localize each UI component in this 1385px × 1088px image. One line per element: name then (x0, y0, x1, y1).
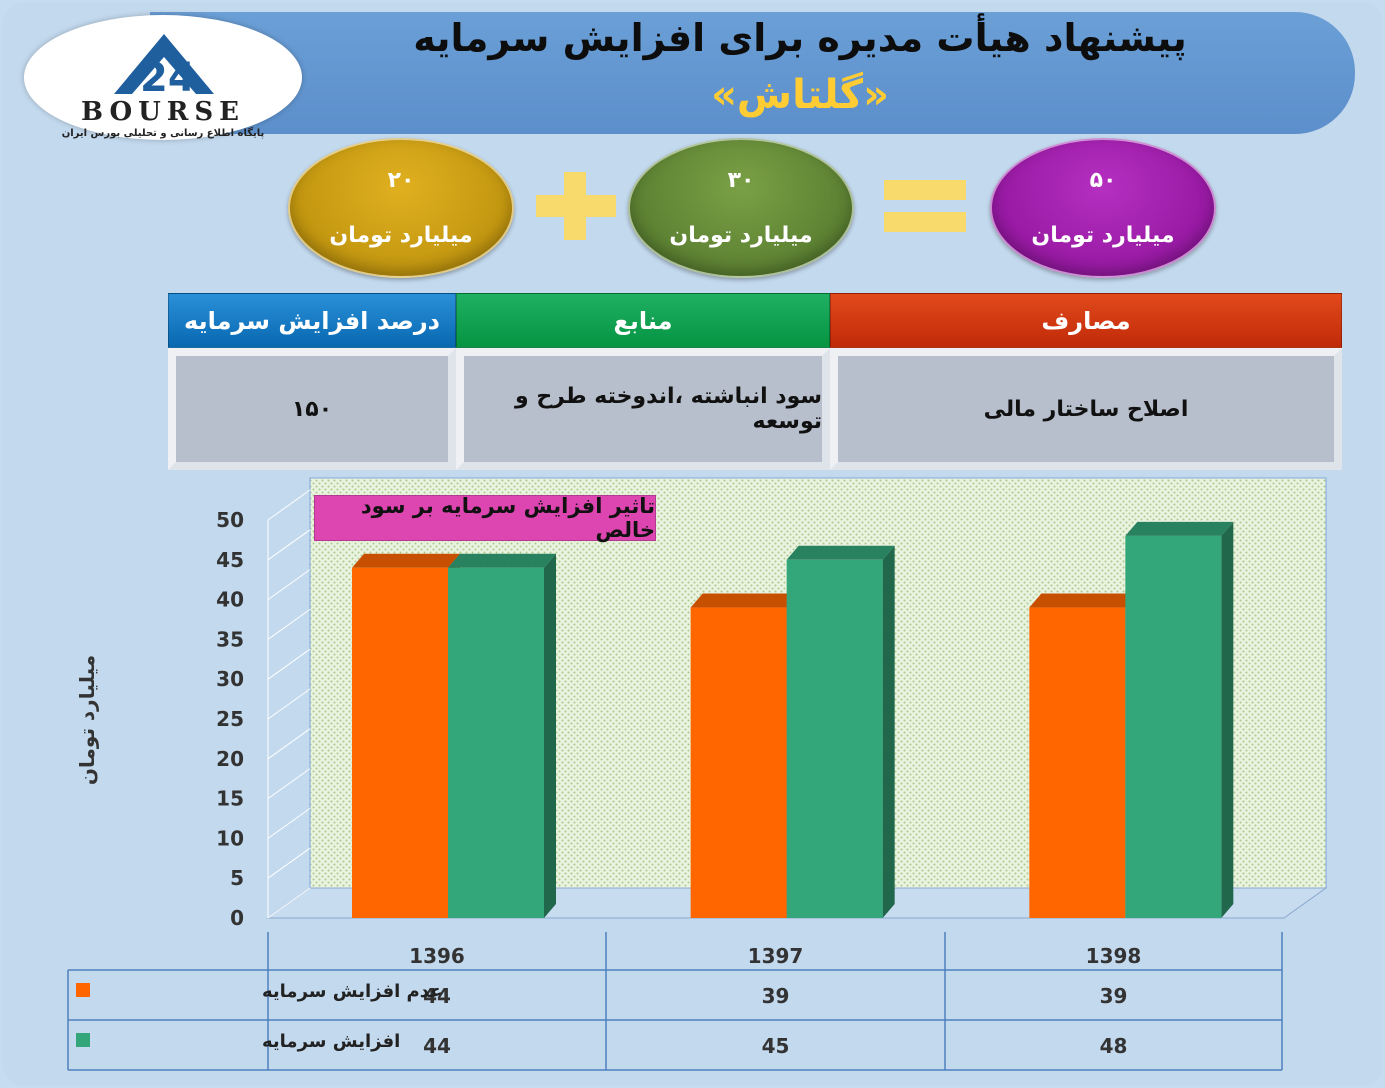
legend-swatch (76, 1033, 90, 1047)
y-tick-label: 50 (216, 508, 244, 532)
y-tick-label: 25 (216, 707, 244, 731)
grid-line (267, 887, 311, 919)
legend-label: افزایش سرمایه (262, 1031, 400, 1052)
company-name: «گلتاش» (711, 72, 889, 118)
bar-top (1029, 593, 1138, 608)
bar-top (690, 593, 799, 608)
y-tick-label: 30 (216, 667, 244, 691)
grid-line (267, 728, 311, 760)
data-label: 44 (423, 984, 451, 1008)
bar (690, 593, 799, 918)
amount-b-value: ۳۰ (727, 168, 755, 193)
grid-line (267, 847, 311, 879)
bar (1125, 521, 1234, 918)
bar-front (352, 567, 448, 918)
plus-icon (536, 172, 616, 240)
bar-front (786, 559, 883, 918)
ellipse-amount-a: ۲۰ میلیارد تومان (288, 138, 514, 278)
bar (352, 553, 460, 918)
bar-top (352, 553, 460, 568)
logo-tagline: پایگاه اطلاع رسانی و تحلیلی بورس ایران (61, 128, 265, 139)
x-category-label: 1398 (1086, 944, 1142, 968)
bar-top (1125, 521, 1234, 536)
bar-front (448, 567, 544, 918)
ellipse-amount-b: ۳۰ میلیارد تومان (628, 138, 854, 278)
data-label: 45 (762, 1034, 790, 1058)
grid-line (267, 489, 311, 521)
amount-total-unit: میلیارد تومان (1031, 223, 1175, 248)
grid-line (267, 648, 311, 680)
cell-percent: ۱۵۰ (168, 348, 456, 470)
data-label: 44 (423, 1034, 451, 1058)
y-axis-label: میلیارد تومان (75, 655, 99, 785)
legend-label: عدم افزایش سرمایه (262, 981, 442, 1002)
bar (1029, 593, 1138, 918)
y-tick-label: 35 (216, 627, 244, 651)
amount-b-unit: میلیارد تومان (669, 223, 813, 248)
bar-front (1029, 607, 1126, 918)
amount-a-unit: میلیارد تومان (329, 223, 473, 248)
bar-front (690, 607, 787, 918)
ellipse-amount-total: ۵۰ میلیارد تومان (990, 138, 1216, 278)
grid-line (267, 569, 311, 601)
bar (448, 553, 556, 918)
grid-line (267, 688, 311, 720)
y-tick-label: 0 (230, 906, 244, 930)
data-label: 39 (1100, 984, 1128, 1008)
bar-top (448, 553, 556, 568)
header-bar (150, 12, 1355, 134)
logo-mark-icon: 24 (114, 34, 214, 99)
svg-text:24: 24 (140, 55, 196, 99)
y-tick-label: 20 (216, 747, 244, 771)
bar-side (882, 545, 895, 918)
page-title: پیشنهاد هیأت مدیره برای افزایش سرمایه (413, 16, 1187, 60)
amount-a-value: ۲۰ (387, 168, 415, 193)
bar-side (544, 553, 556, 918)
equals-icon (884, 180, 966, 232)
bar-side (1221, 521, 1234, 918)
cell-uses: اصلاح ساختار مالی (830, 348, 1342, 470)
y-tick-label: 15 (216, 787, 244, 811)
logo-word: BOURSE (81, 97, 245, 127)
grid-line (267, 529, 311, 561)
bar-chart: 0 5 10 15 20 25 30 35 40 45 50 1396 44 44 1397 39 45 139… (67, 477, 1328, 1071)
grid-line (267, 807, 311, 839)
legend-swatch (76, 983, 90, 997)
cell-sources: سود انباشته ،اندوخته طرح و توسعه (456, 348, 830, 470)
grid-line (267, 768, 311, 800)
header-sources: منابع (456, 293, 830, 348)
bar-front (1125, 535, 1222, 918)
y-tick-label: 45 (216, 548, 244, 572)
grid-line (267, 608, 311, 640)
header-uses: مصارف (830, 293, 1342, 348)
data-label: 39 (762, 984, 790, 1008)
header-percent: درصد افزایش سرمایه (168, 293, 456, 348)
amount-total-value: ۵۰ (1089, 168, 1117, 193)
x-category-label: 1396 (409, 944, 465, 968)
bourse24-logo: 24 BOURSE پایگاه اطلاع رسانی و تحلیلی بو… (24, 15, 302, 140)
bar (786, 545, 895, 918)
x-category-label: 1397 (748, 944, 804, 968)
y-tick-label: 40 (216, 588, 244, 612)
data-label: 48 (1100, 1034, 1128, 1058)
y-tick-label: 10 (216, 826, 244, 850)
chart-title: تاثیر افزایش سرمایه بر سود خالص (314, 494, 656, 542)
bar-top (786, 545, 895, 560)
y-tick-label: 5 (230, 866, 244, 890)
